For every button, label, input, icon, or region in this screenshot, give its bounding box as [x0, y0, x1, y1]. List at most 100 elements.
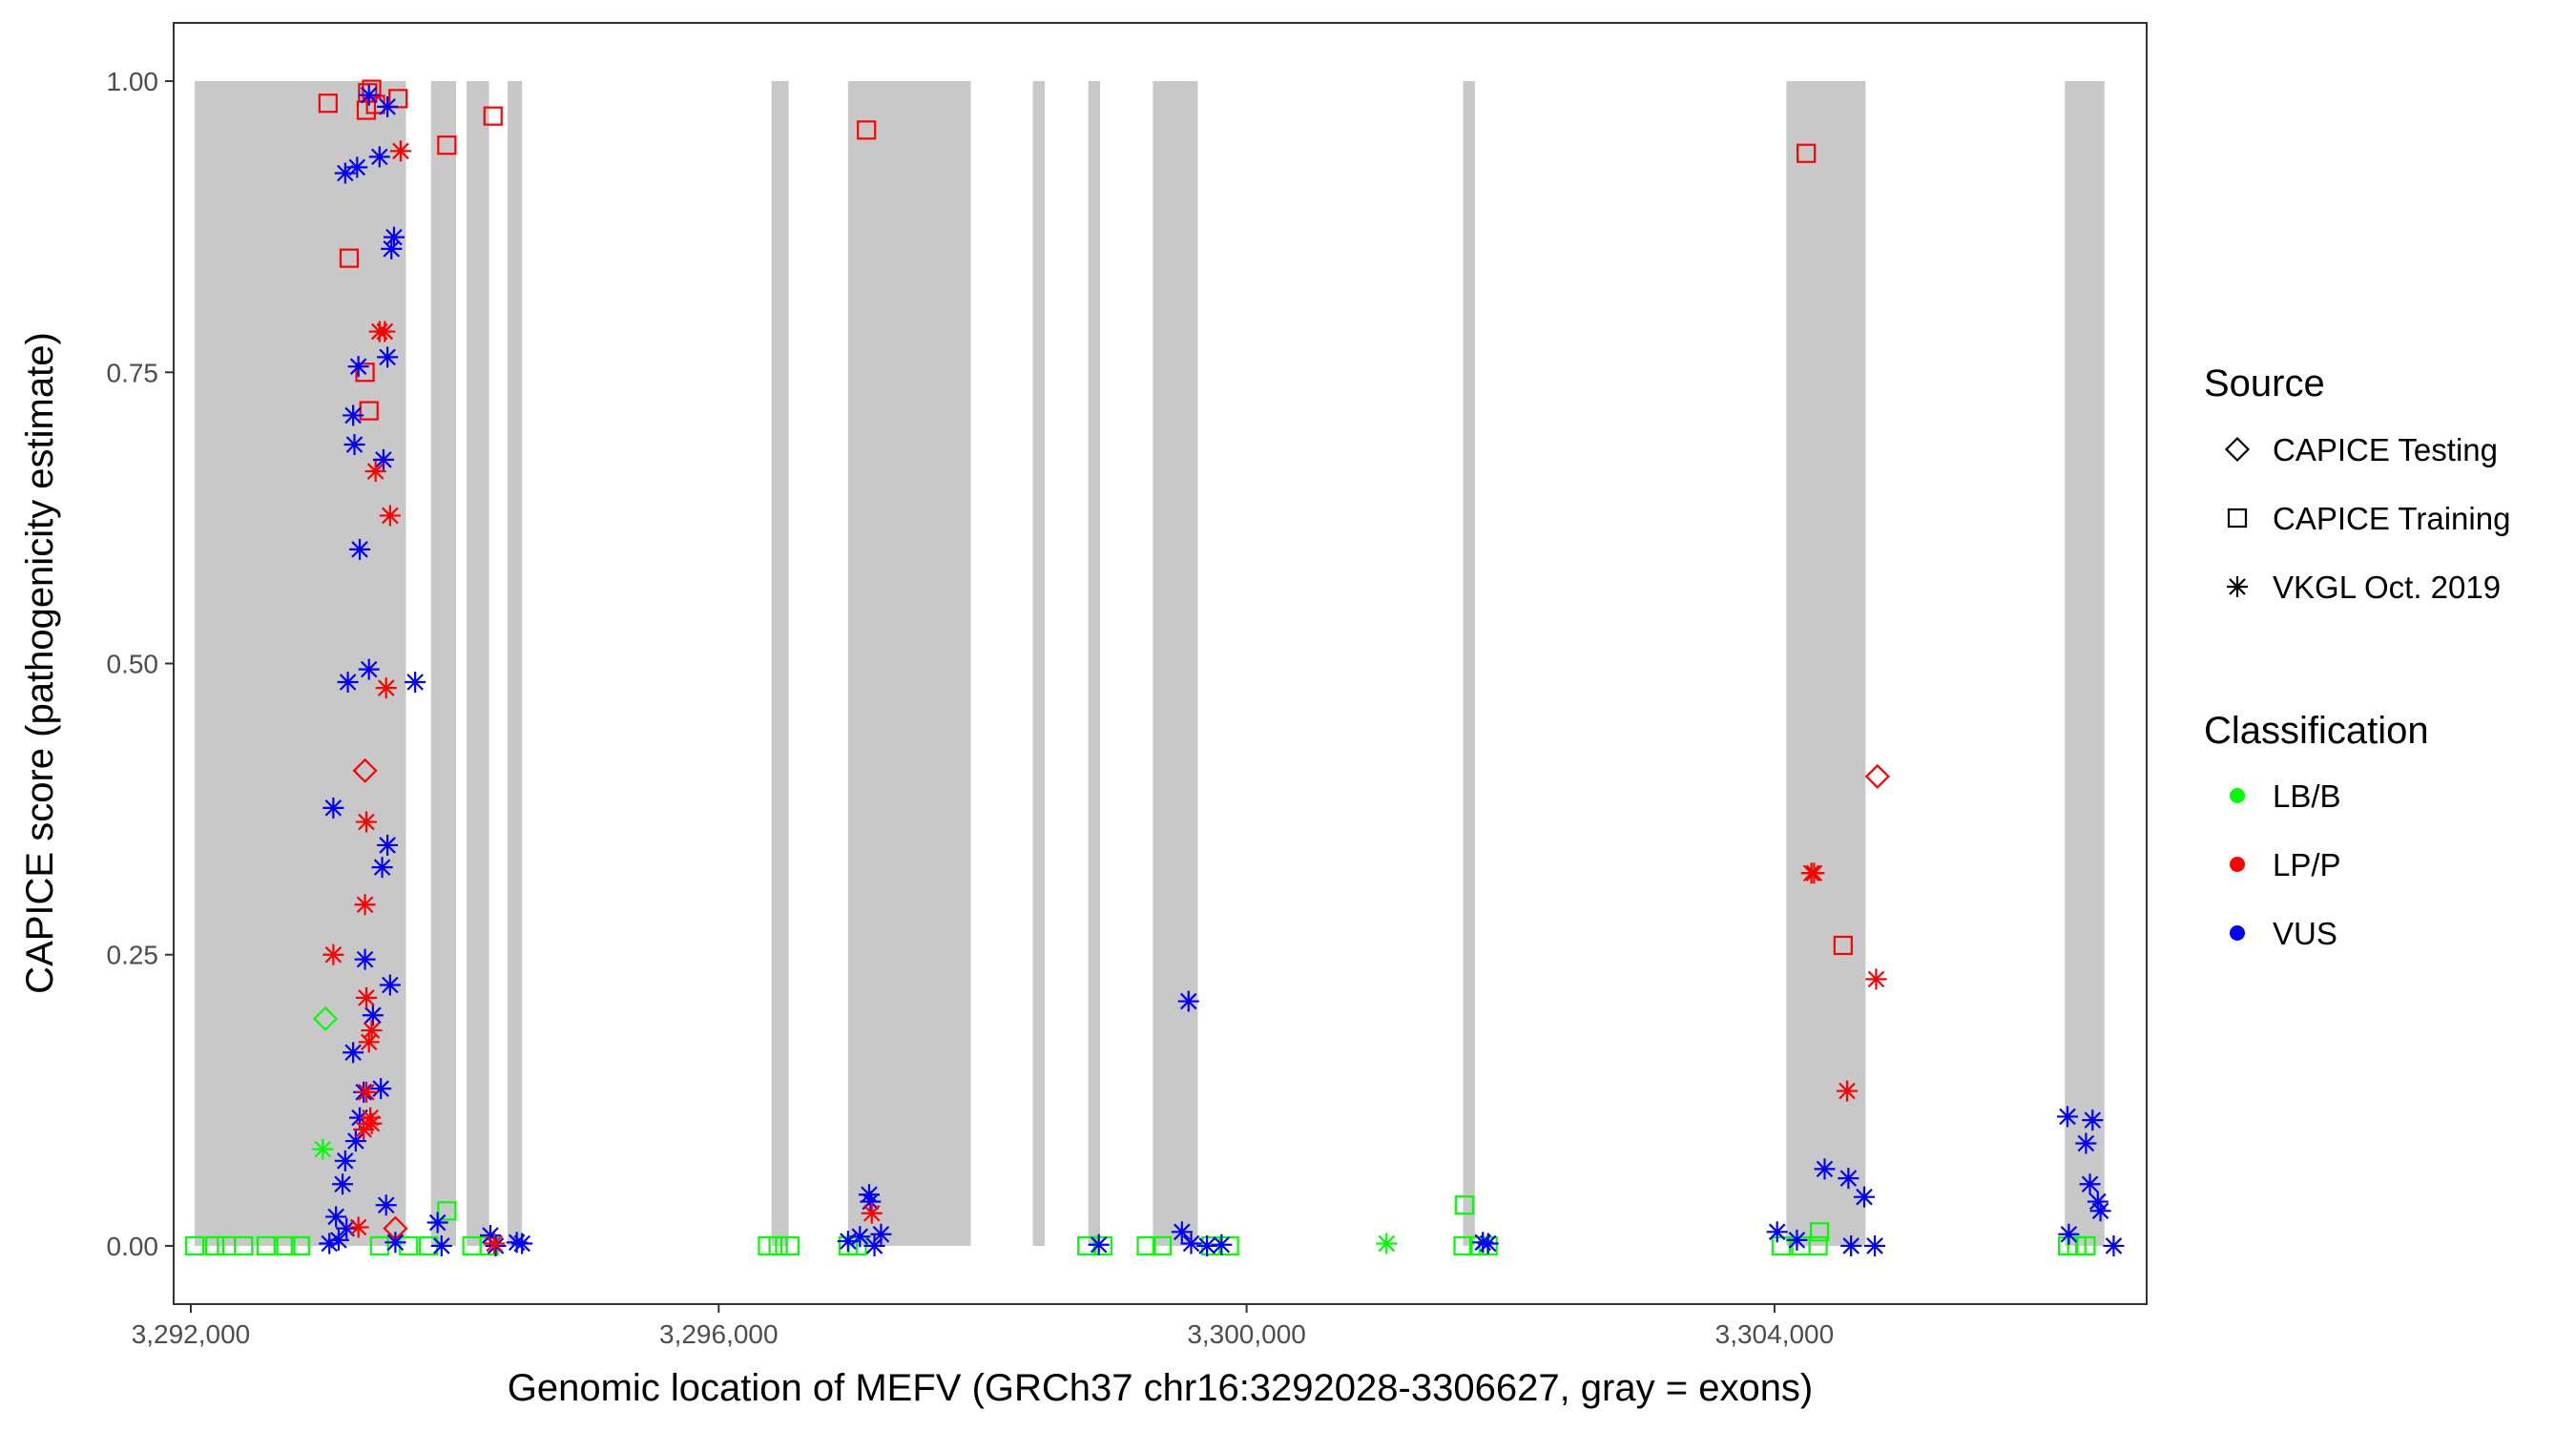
- y-tick-label: 0.50: [107, 650, 159, 679]
- data-point: [375, 677, 397, 699]
- y-axis-title: CAPICE score (pathogenicity estimate): [19, 332, 61, 994]
- data-point: [506, 1232, 528, 1254]
- data-point: [362, 1005, 384, 1027]
- legend-class-label: LB/B: [2273, 778, 2341, 814]
- data-point: [364, 461, 386, 483]
- data-point: [484, 1233, 506, 1255]
- data-point: [347, 1216, 369, 1238]
- legend-source-key: [2227, 576, 2248, 597]
- y-tick-label: 1.00: [107, 67, 159, 96]
- exon-bands: [195, 81, 2105, 1246]
- data-point: [368, 146, 390, 168]
- x-tick-label: 3,292,000: [132, 1319, 251, 1349]
- data-point: [204, 1235, 224, 1256]
- legend-source-label: CAPICE Training: [2273, 501, 2510, 536]
- x-tick-label: 3,300,000: [1187, 1319, 1306, 1349]
- legend-class-label: VUS: [2273, 916, 2337, 951]
- data-point: [1088, 1234, 1110, 1255]
- data-point: [322, 944, 344, 965]
- data-point: [1836, 1080, 1858, 1102]
- data-point: [343, 1042, 364, 1064]
- data-point: [359, 401, 379, 421]
- data-point: [375, 1194, 397, 1216]
- data-point: [849, 1226, 871, 1248]
- legend-source-key: [2227, 508, 2248, 529]
- data-point: [2089, 1200, 2111, 1222]
- x-tick-label: 3,296,000: [659, 1319, 779, 1349]
- data-point: [1453, 1235, 1473, 1256]
- legend-classification-title: Classification: [2204, 710, 2429, 752]
- data-point: [1864, 763, 1890, 789]
- data-point: [355, 811, 377, 833]
- legend: Source Classification CAPICE Testing CAPI…: [2204, 363, 2510, 951]
- data-point: [339, 248, 360, 268]
- data-point: [377, 346, 399, 368]
- data-point: [381, 238, 403, 259]
- data-point: [1766, 1221, 1788, 1243]
- data-point: [356, 100, 377, 120]
- data-point: [355, 363, 375, 383]
- data-point: [1840, 1234, 1862, 1256]
- data-point: [276, 1235, 296, 1256]
- data-point: [860, 1191, 882, 1213]
- data-point: [1797, 143, 1817, 163]
- data-point: [2103, 1234, 2125, 1256]
- data-point: [346, 156, 368, 178]
- data-point: [2058, 1223, 2080, 1245]
- legend-source-title: Source: [2204, 363, 2325, 404]
- data-point: [1211, 1234, 1233, 1255]
- y-tick-label: 0.00: [107, 1232, 159, 1261]
- y-tick-label: 0.25: [107, 941, 159, 970]
- data-point: [1809, 1222, 1830, 1242]
- legend-class-key: [2230, 788, 2245, 803]
- data-point: [2075, 1132, 2097, 1154]
- data-point: [332, 1173, 354, 1195]
- data-point: [1454, 1195, 1474, 1215]
- data-point: [2079, 1173, 2101, 1195]
- legend-class-key: [2230, 857, 2245, 872]
- data-point: [483, 106, 503, 126]
- data-point: [1853, 1186, 1875, 1208]
- data-point: [1171, 1221, 1193, 1243]
- data-point: [319, 1233, 341, 1255]
- data-point: [1838, 1168, 1859, 1190]
- data-point: [347, 356, 369, 378]
- data-point: [377, 95, 399, 117]
- data-point: [343, 433, 365, 455]
- data-point: [389, 140, 411, 162]
- data-point: [1786, 1229, 1808, 1251]
- data-point: [349, 538, 371, 560]
- data-point: [1376, 1233, 1398, 1255]
- data-point: [1865, 968, 1887, 990]
- data-points: [185, 79, 2125, 1256]
- data-point: [313, 1006, 339, 1031]
- legend-source-key: [2224, 436, 2251, 463]
- exon-band: [1088, 81, 1101, 1246]
- data-point: [374, 321, 396, 342]
- data-point: [779, 1235, 800, 1256]
- data-point: [1864, 1234, 1886, 1256]
- data-point: [377, 834, 399, 856]
- data-point: [1833, 935, 1853, 956]
- data-point: [369, 1235, 389, 1256]
- exon-band: [847, 81, 971, 1246]
- data-point: [353, 1118, 375, 1140]
- data-point: [861, 1202, 883, 1224]
- y-tick-label: 0.75: [107, 358, 159, 387]
- data-point: [256, 1235, 276, 1256]
- data-point: [857, 120, 877, 140]
- data-point: [354, 948, 376, 970]
- data-point: [1800, 862, 1822, 884]
- data-point: [1177, 990, 1199, 1012]
- y-axis: 0.00 0.25 0.50 0.75 1.00: [107, 67, 174, 1261]
- data-point: [1196, 1234, 1218, 1256]
- legend-class-label: LP/P: [2273, 847, 2341, 882]
- data-point: [863, 1234, 885, 1256]
- exon-band: [507, 81, 523, 1246]
- exon-band: [467, 81, 489, 1246]
- data-point: [2076, 1235, 2096, 1256]
- exon-band: [430, 81, 457, 1246]
- data-point: [355, 986, 377, 1008]
- data-point: [185, 1235, 205, 1256]
- data-point: [327, 1229, 349, 1251]
